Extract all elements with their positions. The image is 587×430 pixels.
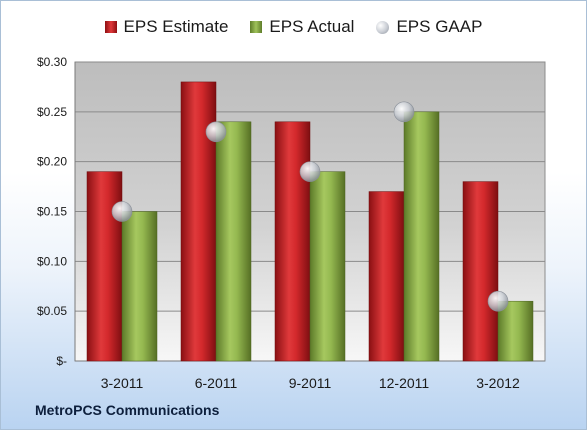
y-tick-label: $-: [56, 354, 67, 368]
legend-swatch-gaap: [376, 20, 390, 34]
bar-eps-actual: [497, 300, 534, 362]
bar-eps-actual: [403, 111, 440, 362]
bar-eps-actual: [215, 121, 252, 362]
legend-item-actual: EPS Actual: [250, 17, 354, 37]
legend-label-estimate: EPS Estimate: [123, 17, 229, 36]
x-tick-label: 9-2011: [289, 375, 332, 391]
bar-eps-estimate: [274, 121, 311, 362]
marker-eps-gaap: [487, 290, 509, 312]
marker-eps-gaap: [393, 101, 415, 123]
legend-item-estimate: EPS Estimate: [104, 17, 229, 37]
y-tick-label: $0.25: [37, 105, 67, 119]
y-tick-label: $0.30: [37, 55, 67, 69]
marker-eps-gaap: [205, 121, 227, 143]
legend-swatch-estimate: [104, 21, 117, 33]
legend-item-gaap: EPS GAAP: [376, 17, 482, 37]
bar-eps-estimate: [462, 181, 499, 362]
marker-eps-gaap: [299, 161, 321, 182]
x-tick-label: 6-2011: [195, 375, 238, 391]
legend: EPS Estimate EPS Actual EPS GAAP: [1, 17, 586, 37]
x-tick-label: 3-2012: [476, 375, 520, 391]
bar-eps-actual: [121, 211, 158, 362]
legend-label-gaap: EPS GAAP: [396, 17, 483, 36]
bar-eps-estimate: [86, 171, 123, 362]
marker-eps-gaap: [111, 201, 133, 222]
bar-eps-actual: [309, 171, 346, 362]
y-tick-label: $0.10: [37, 254, 67, 268]
x-tick-label: 3-2011: [101, 375, 144, 391]
x-tick-label: 12-2011: [379, 375, 430, 391]
y-tick-label: $0.05: [37, 304, 67, 318]
y-tick-label: $0.20: [37, 155, 67, 169]
legend-label-actual: EPS Actual: [269, 17, 355, 36]
y-tick-label: $0.15: [37, 205, 67, 219]
legend-swatch-actual: [250, 21, 263, 33]
bar-eps-estimate: [368, 191, 405, 362]
company-name: MetroPCS Communications: [35, 402, 220, 418]
